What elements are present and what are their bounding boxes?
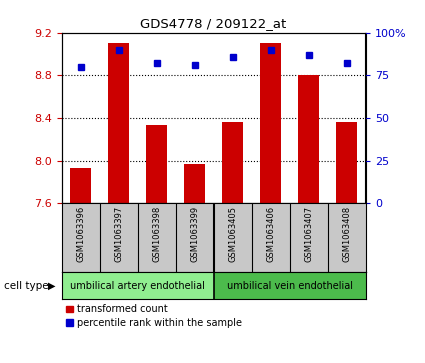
Bar: [70, 168, 91, 203]
Text: GSM1063397: GSM1063397: [114, 206, 123, 262]
Bar: [146, 126, 167, 203]
Text: GSM1063396: GSM1063396: [76, 206, 85, 262]
Bar: [298, 75, 319, 203]
Text: GSM1063399: GSM1063399: [190, 206, 199, 262]
Text: umbilical vein endothelial: umbilical vein endothelial: [227, 281, 352, 291]
Bar: [108, 43, 129, 203]
Text: GSM1063398: GSM1063398: [152, 206, 161, 262]
Text: GSM1063405: GSM1063405: [228, 206, 237, 262]
Text: GSM1063407: GSM1063407: [304, 206, 313, 262]
Bar: [184, 164, 205, 203]
Bar: [213, 272, 366, 299]
Text: ▶: ▶: [48, 281, 55, 291]
Bar: [222, 122, 243, 203]
Text: GSM1063406: GSM1063406: [266, 206, 275, 262]
Title: GDS4778 / 209122_at: GDS4778 / 209122_at: [140, 17, 287, 30]
Text: GSM1063408: GSM1063408: [342, 206, 351, 262]
Text: umbilical artery endothelial: umbilical artery endothelial: [70, 281, 205, 291]
Legend: transformed count, percentile rank within the sample: transformed count, percentile rank withi…: [66, 304, 242, 328]
Bar: [336, 122, 357, 203]
Text: cell type: cell type: [4, 281, 49, 291]
Bar: [62, 272, 213, 299]
Bar: [260, 43, 281, 203]
